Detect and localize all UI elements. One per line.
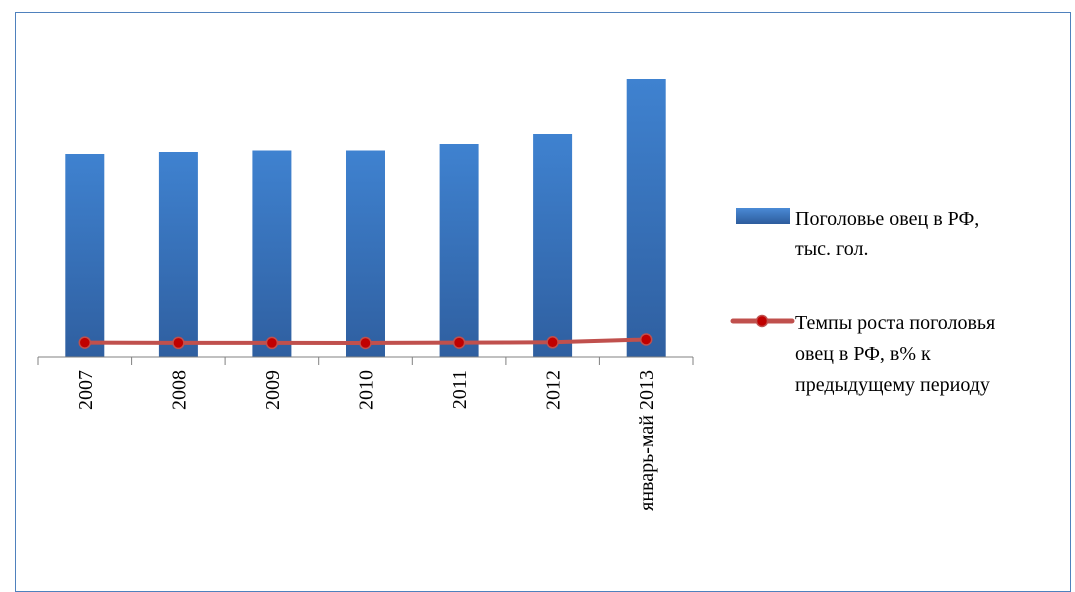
line-point-2009 [265, 336, 279, 350]
x-axis-labels: 2007 2008 2009 2010 2011 2012 январь-май 2013 [75, 370, 658, 511]
x-tick-label: 2009 [262, 370, 284, 410]
line-point-2011 [452, 336, 466, 349]
line-point-2008 [172, 336, 185, 350]
bar-2009 [252, 150, 292, 357]
bar-2007 [65, 154, 105, 357]
bar-2011 [439, 144, 479, 357]
line-point-2010 [359, 336, 372, 350]
line-point-2012 [546, 336, 559, 349]
x-axis-ticks [37, 357, 694, 365]
legend-line-label-line-1: Темпы роста поголовья [795, 312, 995, 334]
legend-line-label-line-2: овец в РФ, в% к [795, 343, 931, 365]
bar-2008 [158, 152, 198, 357]
line-point-2007 [78, 336, 92, 349]
bar-2010 [346, 150, 385, 357]
legend-bar-label-line-2: тыс. гол. [795, 238, 868, 260]
x-tick-label: 2007 [75, 370, 97, 410]
line-point-январь-май-2013 [639, 333, 653, 346]
x-tick-label: 2011 [449, 370, 471, 409]
x-tick-label: январь-май 2013 [636, 370, 658, 511]
line-series-layer [78, 333, 653, 350]
legend-line-label: Темпы роста поголовья овец в РФ, в% к пр… [795, 312, 1000, 396]
legend-line-marker [755, 314, 769, 328]
bars-layer [65, 79, 666, 357]
legend-line-label-line-3: предыдущему периоду [795, 374, 990, 396]
legend: Поголовье овец в РФ, тыс. гол. Темпы рос… [730, 208, 1000, 396]
x-tick-label: 2010 [356, 370, 378, 410]
bar-январь-май-2013 [626, 79, 666, 357]
x-tick-label: 2012 [543, 370, 565, 410]
legend-bar-swatch [736, 208, 790, 224]
bar-2012 [533, 134, 573, 357]
legend-bar-label-line-1: Поголовье овец в РФ, [795, 208, 979, 230]
x-tick-label: 2008 [168, 370, 190, 410]
chart-svg: 2007 2008 2009 2010 2011 2012 январь-май 2013 … [37, 79, 1000, 511]
legend-bar-label: Поголовье овец в РФ, тыс. гол. [795, 208, 984, 260]
